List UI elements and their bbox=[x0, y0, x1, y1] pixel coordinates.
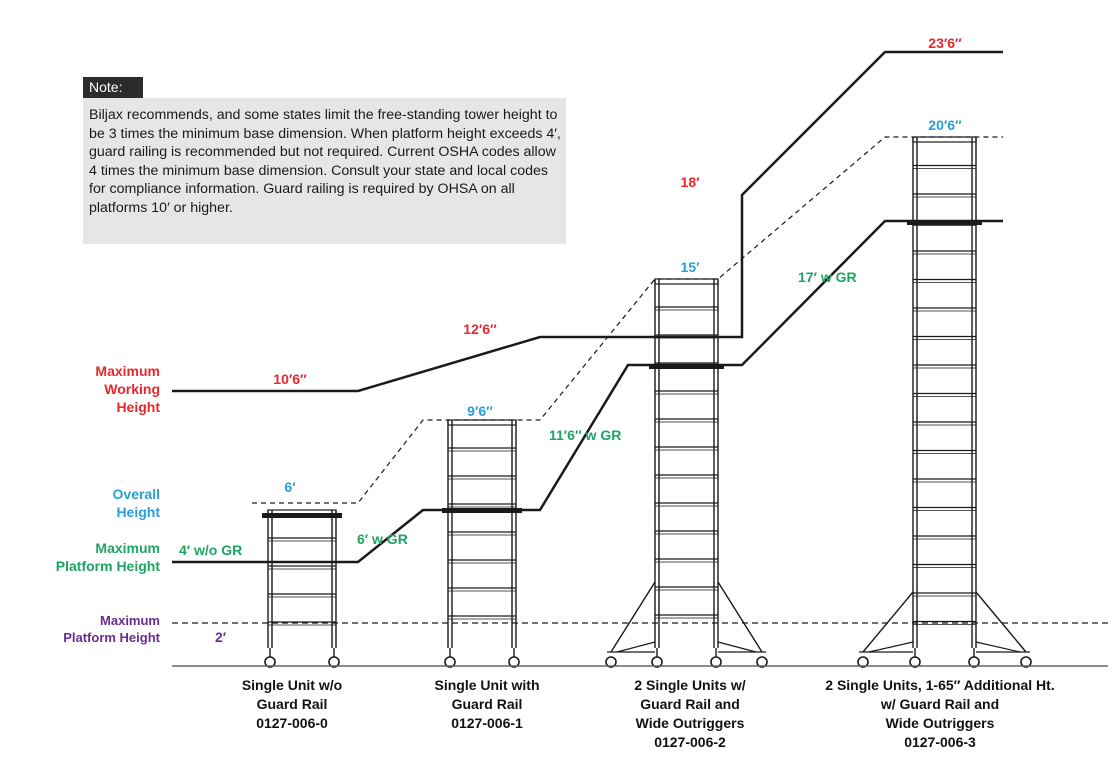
tower-3-platform-deck bbox=[649, 364, 724, 369]
tower-4-caster-wheel bbox=[909, 656, 921, 668]
working-height-label-2: 12′6″ bbox=[463, 321, 497, 337]
platform-height-label-3: 11′6″ w GR bbox=[549, 427, 622, 443]
tower-4 bbox=[857, 136, 1032, 668]
platform-height-line bbox=[172, 219, 1003, 564]
unit-3-line-3: Wide Outriggers bbox=[635, 715, 745, 731]
overall-height-label-3: 15′ bbox=[680, 259, 700, 275]
tower-2-top-rail bbox=[447, 419, 517, 426]
legend-overall-line-2: Height bbox=[116, 504, 160, 520]
unit-4-line-2: w/ Guard Rail and bbox=[880, 696, 1000, 712]
legend-overall-height: Overall Height bbox=[60, 485, 160, 521]
unit-3-line-2: Guard Rail and bbox=[640, 696, 740, 712]
unit-1-line-3: 0127-006-0 bbox=[256, 715, 328, 731]
low-platform-height-label: 2′ bbox=[215, 629, 227, 645]
platform-height-label-2: 6′ w GR bbox=[357, 531, 408, 547]
note-text: Biljax recommends, and some states limit… bbox=[89, 107, 561, 216]
tower-4-outrigger-left-brace bbox=[868, 641, 914, 653]
working-height-label-4: 23′6″ bbox=[928, 35, 962, 51]
unit-3-line-1: 2 Single Units w/ bbox=[634, 677, 746, 693]
unit-4-line-3: Wide Outriggers bbox=[885, 715, 995, 731]
legend-overall-line-1: Overall bbox=[112, 486, 160, 502]
legend-low-platform-height: Maximum Platform Height bbox=[20, 612, 160, 646]
tower-2-caster-wheel bbox=[508, 656, 520, 668]
working-height-label-3: 18′ bbox=[680, 174, 700, 190]
unit-caption-1: Single Unit w/o Guard Rail 0127-006-0 bbox=[222, 676, 362, 733]
legend-platform-line-1: Maximum bbox=[95, 540, 160, 556]
overall-height-label-1: 6′ bbox=[284, 479, 296, 495]
unit-1-line-1: Single Unit w/o bbox=[241, 677, 343, 693]
unit-4-line-1: 2 Single Units, 1-65″ Additional Ht. bbox=[825, 677, 1055, 693]
legend-working-line-3: Height bbox=[116, 399, 160, 415]
tower-4-caster-wheel bbox=[968, 656, 980, 668]
tower-2-caster-wheel bbox=[444, 656, 456, 668]
tower-1 bbox=[262, 509, 342, 668]
unit-caption-3: 2 Single Units w/ Guard Rail and Wide Ou… bbox=[610, 676, 770, 752]
unit-2-line-2: Guard Rail bbox=[451, 696, 523, 712]
tower-1-caster-wheel bbox=[264, 656, 276, 668]
tower-3-outrigger-wheel bbox=[756, 656, 768, 668]
tower-3-outrigger-right bbox=[717, 581, 763, 653]
unit-4-line-4: 0127-006-3 bbox=[904, 734, 976, 750]
tower-1-caster-wheel bbox=[328, 656, 340, 668]
overall-height-label-2: 9′6″ bbox=[467, 403, 493, 419]
working-height-label-1: 10′6″ bbox=[273, 371, 307, 387]
legend-working-height: Maximum Working Height bbox=[60, 362, 160, 416]
overall-height-label-4: 20′6″ bbox=[928, 117, 962, 133]
unit-2-line-3: 0127-006-1 bbox=[451, 715, 523, 731]
tower-1-platform-deck bbox=[262, 513, 342, 518]
platform-height-label-1: 4′ w/o GR bbox=[179, 542, 243, 558]
note-tag: Note: bbox=[83, 77, 143, 98]
tower-4-outrigger-left bbox=[862, 591, 914, 653]
tower-3-caster-wheel bbox=[651, 656, 663, 668]
platform-height-label-4: 17′ w GR bbox=[798, 269, 857, 285]
tower-4-outrigger-wheel bbox=[1020, 656, 1032, 668]
unit-caption-4: 2 Single Units, 1-65″ Additional Ht. w/ … bbox=[800, 676, 1080, 752]
unit-2-line-1: Single Unit with bbox=[434, 677, 540, 693]
unit-3-line-4: 0127-006-2 bbox=[654, 734, 726, 750]
note-box bbox=[83, 98, 566, 244]
unit-caption-2: Single Unit with Guard Rail 0127-006-1 bbox=[412, 676, 562, 733]
tower-3 bbox=[605, 278, 768, 668]
tower-2 bbox=[442, 419, 522, 668]
unit-1-line-2: Guard Rail bbox=[256, 696, 328, 712]
tower-3-outrigger-left bbox=[610, 581, 656, 653]
legend-working-line-1: Maximum bbox=[95, 363, 160, 379]
working-height-line bbox=[172, 50, 1003, 393]
legend-low-platform-line-1: Maximum bbox=[100, 613, 160, 628]
tower-4-top-rail bbox=[912, 136, 977, 143]
tower-3-outrigger-right-brace bbox=[717, 641, 757, 653]
legend-platform-line-2: Platform Height bbox=[55, 558, 160, 574]
tower-4-platform-deck bbox=[907, 220, 982, 225]
legend-platform-height: Maximum Platform Height bbox=[20, 539, 160, 575]
tower-3-caster-wheel bbox=[710, 656, 722, 668]
legend-low-platform-line-2: Platform Height bbox=[63, 630, 160, 645]
tower-4-outrigger-right-brace bbox=[975, 641, 1021, 653]
legend-working-line-2: Working bbox=[104, 381, 160, 397]
height-lines bbox=[172, 50, 1108, 667]
tower-4-outrigger-wheel bbox=[857, 656, 869, 668]
tower-3-top-rail bbox=[654, 278, 719, 285]
overall-height-line bbox=[252, 136, 1003, 504]
tower-3-outrigger-wheel bbox=[605, 656, 617, 668]
scaffold-towers bbox=[262, 136, 1032, 668]
tower-3-outrigger-left-brace bbox=[616, 641, 656, 653]
tower-4-outrigger-right bbox=[975, 591, 1027, 653]
